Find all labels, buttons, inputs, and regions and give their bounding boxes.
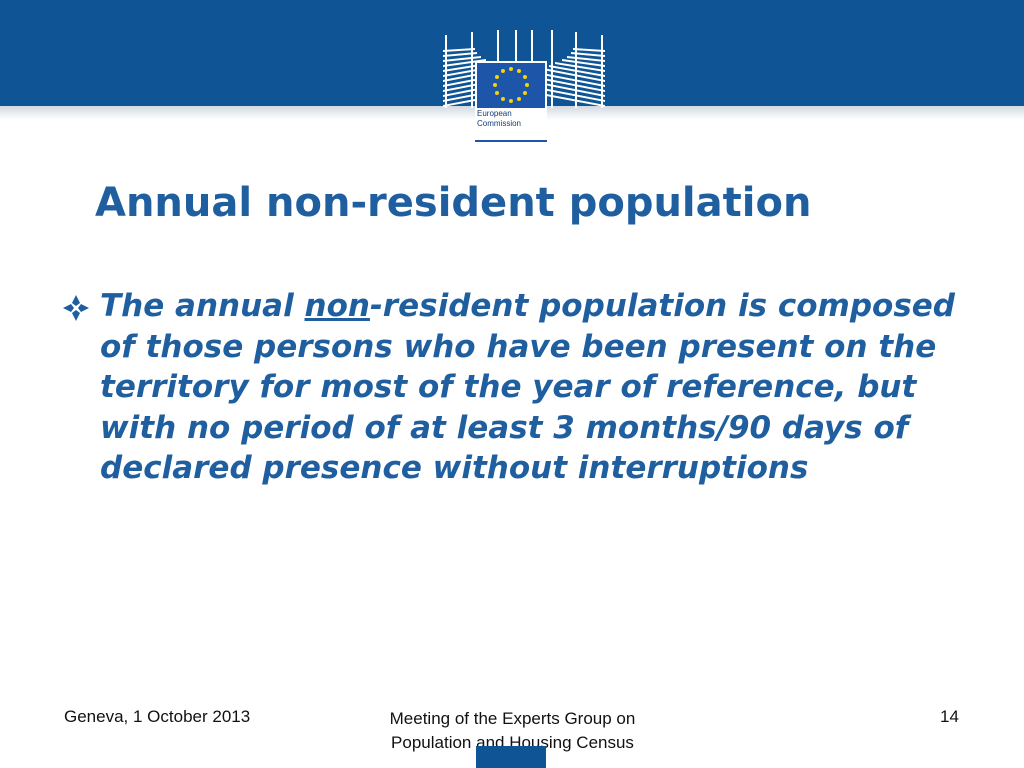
eu-stars-icon — [493, 67, 529, 103]
footer-meeting-title: Meeting of the Experts Group on Populati… — [330, 707, 695, 755]
page-number: 14 — [940, 707, 959, 726]
slide-title: Annual non-resident population — [95, 180, 812, 226]
underlined-word: non — [304, 288, 370, 324]
diamond-bullet-icon — [63, 295, 89, 321]
european-commission-logo: European Commission — [441, 28, 607, 144]
logo-text-line1: European — [477, 109, 512, 118]
bullet-text-start: The annual — [100, 288, 305, 324]
footer-center-line1: Meeting of the Experts Group on — [389, 709, 636, 728]
footer-tab — [476, 746, 546, 768]
bullet-text: The annual non-resident population is co… — [100, 286, 960, 489]
logo-text: European Commission — [477, 109, 547, 129]
footer-location-date: Geneva, 1 October 2013 — [64, 707, 251, 726]
bullet-text-rest: -resident population is composed of thos… — [100, 288, 955, 486]
logo-text-line2: Commission — [477, 119, 522, 128]
footer-center-line2: Population and Housing Census — [391, 733, 634, 752]
commission-building-icon — [443, 30, 605, 142]
